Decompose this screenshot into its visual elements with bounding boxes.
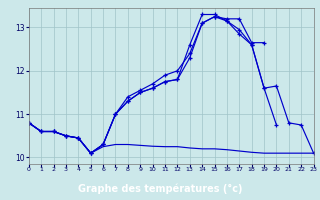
Text: Graphe des températures (°c): Graphe des températures (°c) [78, 183, 242, 194]
